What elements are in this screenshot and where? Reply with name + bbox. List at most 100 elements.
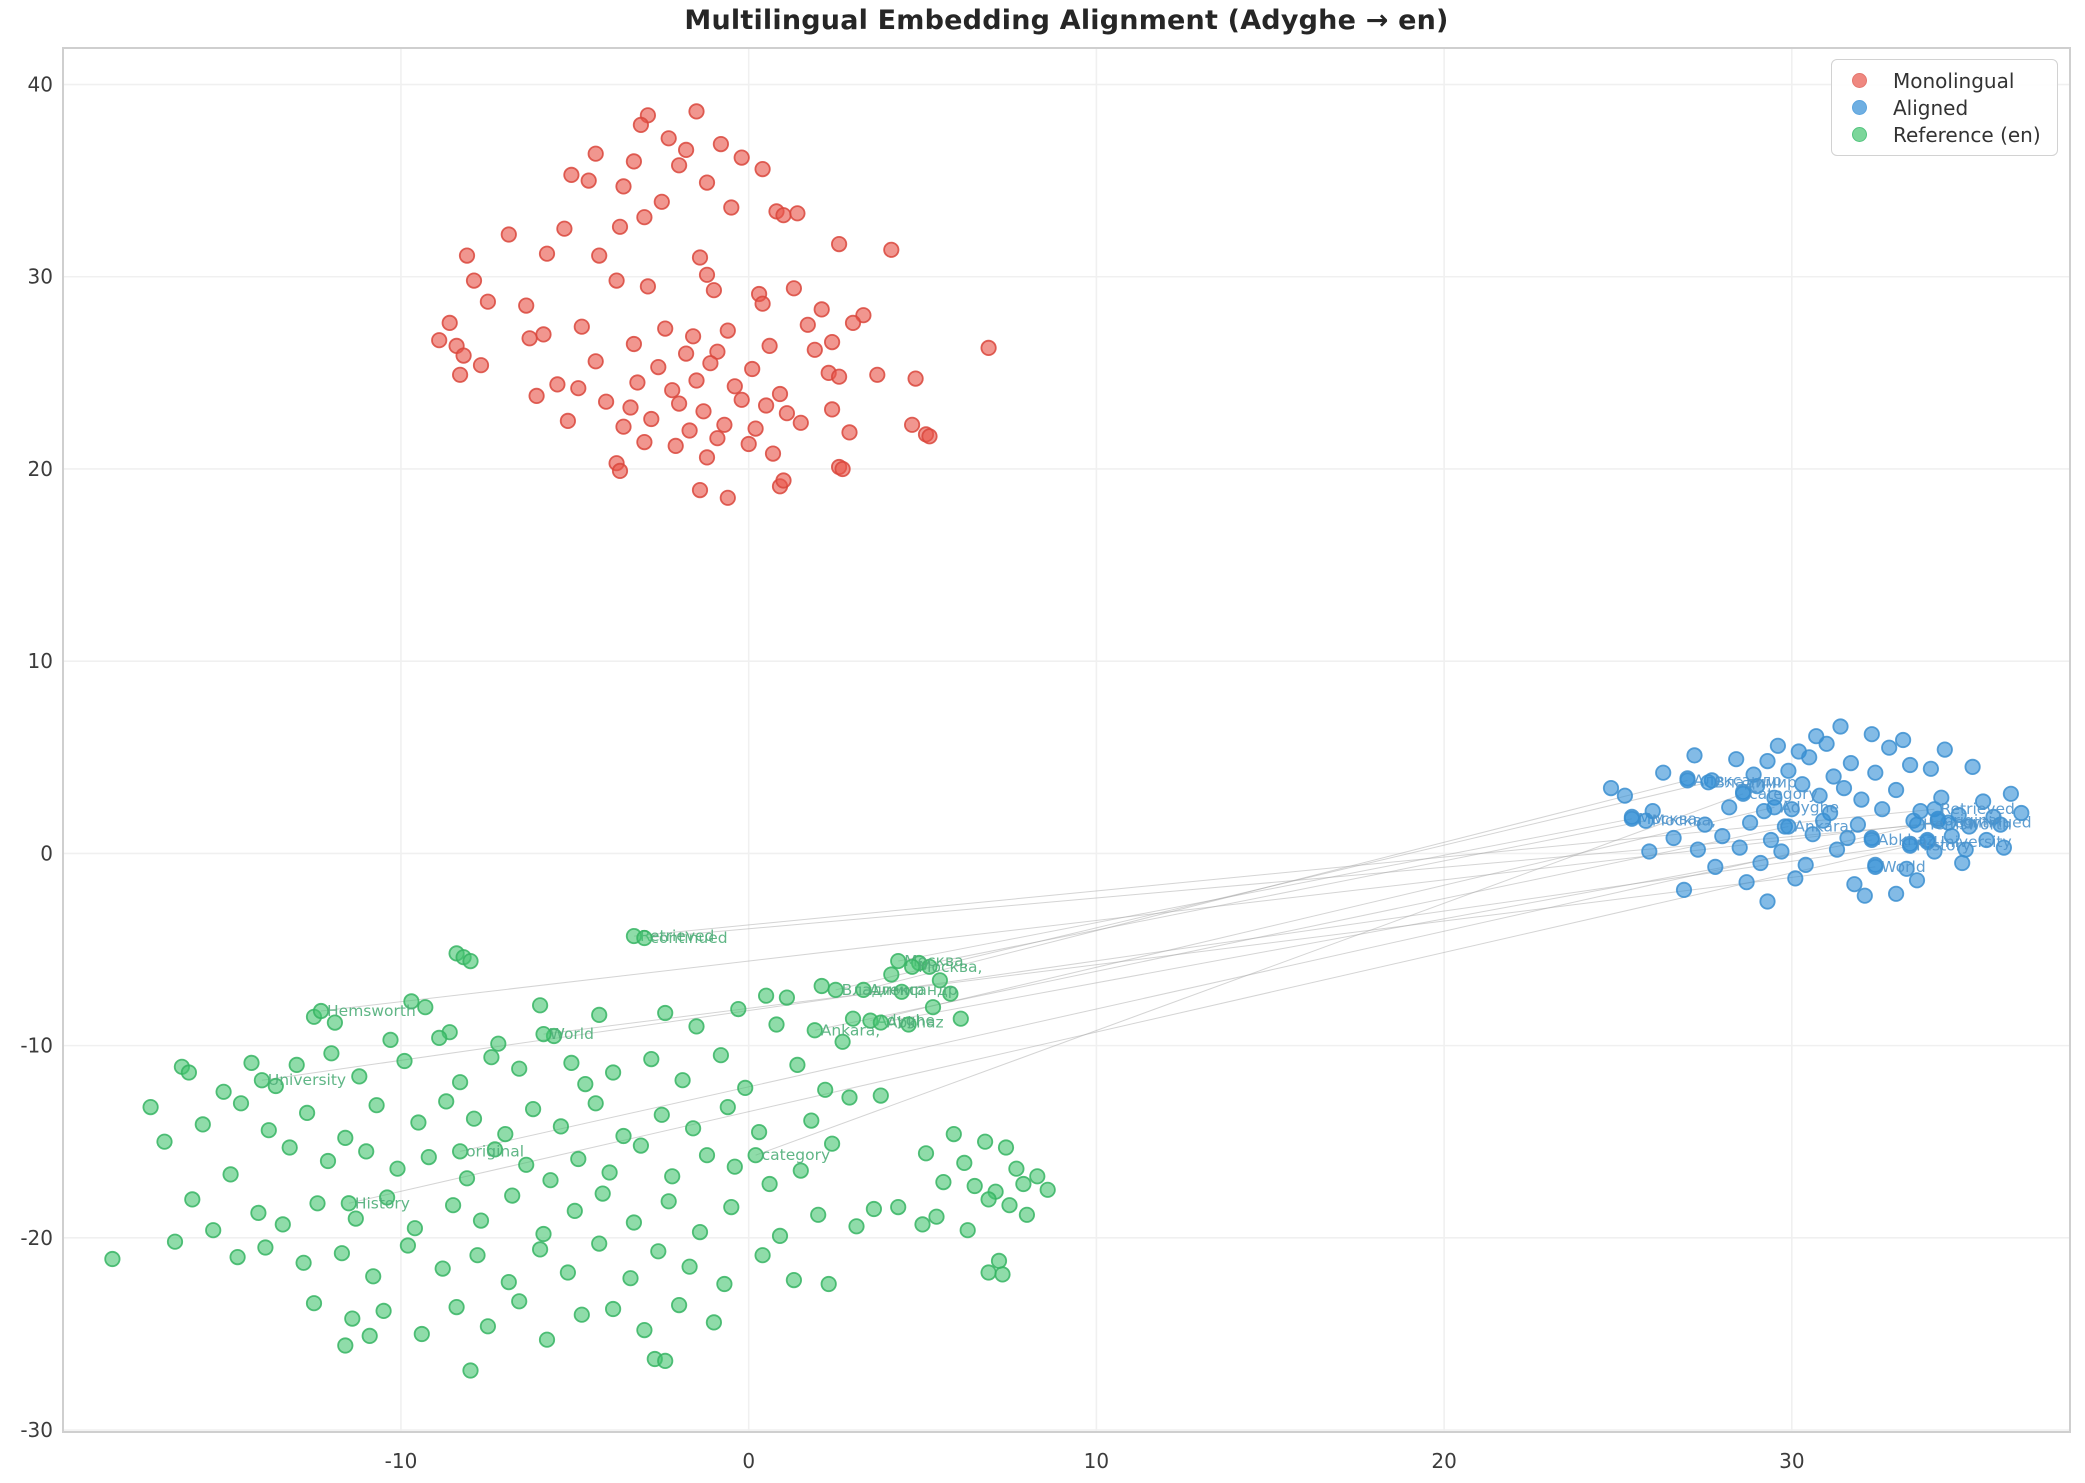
scatter-point (462, 952, 479, 970)
scatter-point (295, 1254, 312, 1271)
labeled-point-reference (636, 929, 653, 947)
scatter-point (653, 193, 670, 210)
scatter-point (771, 1227, 789, 1245)
scatter-point (803, 1112, 820, 1129)
scatter-point (1818, 735, 1835, 752)
scatter-point (215, 1083, 232, 1100)
scatter-point (615, 178, 632, 195)
scatter-point (698, 449, 716, 466)
scatter-point (417, 999, 434, 1016)
scatter-point (1832, 718, 1849, 735)
legend-swatch-reference-en-icon (1852, 127, 1867, 142)
scatter-point (1602, 779, 1620, 797)
point-label-reference: continued (650, 929, 727, 947)
scatter-point (684, 1120, 702, 1137)
x-tick-label: 20 (1431, 1449, 1456, 1473)
scatter-point (810, 1206, 827, 1223)
scatter-point (1815, 812, 1832, 829)
scatter-point (472, 1212, 490, 1229)
series-monolingual (431, 103, 997, 506)
scatter-point (1707, 858, 1724, 876)
scatter-point (1964, 758, 1981, 776)
scatter-point (1029, 1168, 1046, 1185)
scatter-point (444, 1197, 462, 1214)
scatter-point (570, 380, 587, 397)
scatter-point (789, 205, 806, 222)
scatter-point (410, 1114, 427, 1131)
scatter-point (465, 1110, 483, 1127)
scatter-point (420, 1149, 437, 1166)
scatter-point (591, 1006, 608, 1024)
scatter-point (1856, 887, 1873, 904)
scatter-point (625, 153, 643, 170)
scatter-point (893, 983, 910, 1000)
scatter-point (1961, 818, 1978, 835)
scatter-point (719, 1099, 736, 1116)
scatter-point (761, 1175, 778, 1193)
scatter-point (702, 355, 719, 372)
scatter-point (1039, 1181, 1056, 1198)
scatter-point (250, 1204, 267, 1222)
legend-label: Aligned (1893, 95, 1969, 120)
scatter-point (639, 278, 657, 295)
scatter-point (771, 385, 789, 403)
scatter-point (570, 1150, 587, 1168)
scatter-point (959, 1222, 976, 1239)
scatter-point (156, 1133, 173, 1150)
scatter-point (636, 209, 653, 226)
scatter-point (1936, 741, 1953, 758)
scatter-point (1898, 860, 1915, 877)
scatter-point (1752, 854, 1769, 872)
scatter-point (664, 382, 681, 399)
scatter-point (365, 1268, 382, 1285)
scatter-point (733, 391, 750, 408)
scatter-point (740, 435, 757, 453)
scatter-point (413, 1325, 430, 1343)
scatter-point (451, 1074, 469, 1091)
alignment-line (261, 841, 1928, 1081)
point-label-reference: History (355, 1194, 410, 1212)
alignment-lines (261, 779, 1949, 1204)
scatter-point (490, 1035, 507, 1052)
scatter-point (747, 420, 764, 437)
scatter-point (594, 1185, 611, 1202)
labeled-point-reference (535, 1026, 552, 1043)
scatter-point (705, 282, 723, 299)
labeled-point-aligned (1700, 774, 1717, 791)
scatter-point (980, 1264, 997, 1281)
scatter-point (823, 333, 841, 351)
labeled-point-aligned (1901, 837, 1919, 854)
scatter-point (698, 1147, 716, 1164)
scatter-point (521, 330, 538, 347)
scatter-point (744, 360, 761, 378)
labeled-point-reference (806, 1022, 823, 1039)
scatter-point (625, 335, 643, 353)
scatter-point (723, 1199, 740, 1216)
scatter-point (1846, 876, 1863, 893)
scatter-point (844, 1010, 862, 1027)
scatter-point (229, 1249, 246, 1266)
scatter-point (531, 1241, 549, 1258)
scatter-point (657, 1352, 674, 1370)
scatter-point (705, 1314, 723, 1331)
scatter-point (681, 422, 698, 439)
point-label-aligned: original (1944, 812, 2002, 830)
scatter-point (691, 249, 709, 266)
scatter-point (580, 172, 597, 189)
scatter-point (691, 1224, 709, 1241)
y-tick-label: 40 (28, 73, 53, 97)
scatter-point (730, 1000, 747, 1018)
scatter-point (559, 412, 577, 429)
scatter-point (754, 295, 771, 312)
scatter-point (778, 989, 796, 1006)
scatter-point (434, 1260, 451, 1277)
scatter-point (500, 1274, 517, 1291)
alignment-line (348, 845, 1911, 1204)
scatter-point (789, 1056, 806, 1074)
labeled-point-aligned (1780, 818, 1797, 835)
point-label-aligned: History (1916, 837, 1971, 855)
scatter-point (834, 460, 851, 478)
labeled-point-reference (855, 981, 872, 998)
scatter-point (952, 1010, 969, 1027)
x-tick-label: 30 (1779, 1449, 1804, 1473)
